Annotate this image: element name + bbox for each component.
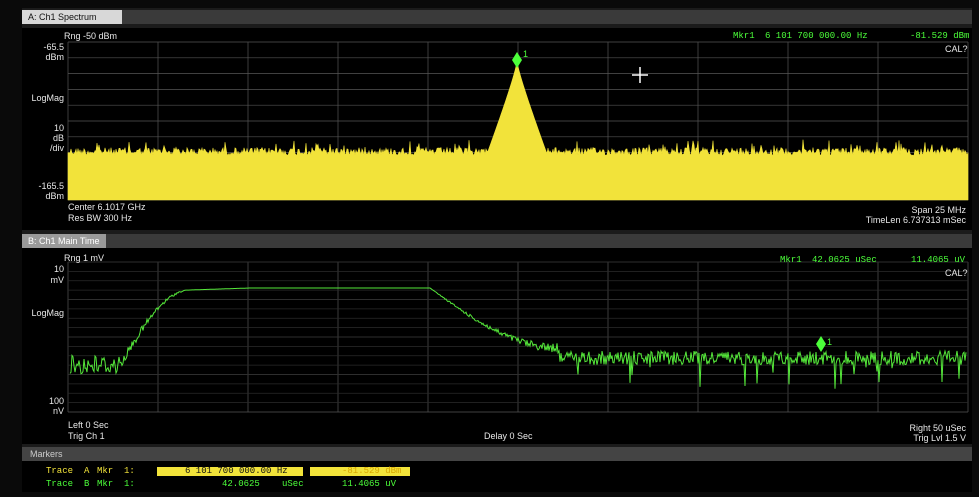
y-bottom: -165.5 xyxy=(22,181,64,191)
center: Center 6.1017 GHz xyxy=(68,202,146,212)
marker-y: -81.529 dBm xyxy=(910,31,969,41)
cell: B xyxy=(84,479,89,490)
y-mode: LogMag xyxy=(22,93,64,103)
cell: Trace xyxy=(46,479,73,490)
pane-a-tab[interactable]: A: Ch1 Spectrum xyxy=(22,10,122,24)
marker-number: 1 xyxy=(523,49,528,59)
cell: 42.0625 xyxy=(222,479,260,490)
tab-title: B: Ch1 Main Time xyxy=(28,236,100,246)
markers-header xyxy=(22,447,972,461)
marker-x: 42.0625 uSec xyxy=(812,255,877,265)
pane-b-tab[interactable]: B: Ch1 Main Time xyxy=(22,234,106,248)
marker-x: 6 101 700 000.00 Hz xyxy=(765,31,868,41)
range: Rng -50 dBm xyxy=(64,31,117,41)
y-top-unit: mV xyxy=(22,275,64,285)
marker-number: 1 xyxy=(827,337,832,347)
y-bottom: 100 xyxy=(22,396,64,406)
cell: A xyxy=(84,466,89,477)
right: Right 50 uSec xyxy=(800,423,966,433)
cell: 6 101 700 000.00 Hz xyxy=(185,466,288,477)
markers-title: Markers xyxy=(30,449,63,459)
cal: CAL? xyxy=(945,268,968,278)
tab-title: A: Ch1 Spectrum xyxy=(28,12,97,22)
delay: Delay 0 Sec xyxy=(484,431,533,441)
y-top-unit: dBm xyxy=(22,52,64,62)
cal: CAL? xyxy=(945,44,968,54)
y-bottom-unit: nV xyxy=(22,406,64,416)
pane-b-header xyxy=(22,234,972,248)
cell: Mkr xyxy=(97,479,113,490)
span: Span 25 MHz xyxy=(800,205,966,215)
analyzer-screen: A: Ch1 Spectrum B: Ch1 Main Time Markers… xyxy=(0,0,979,497)
marker-y: 11.4065 uV xyxy=(911,255,965,265)
marker-label: Mkr1 xyxy=(733,31,755,41)
cell: 1: xyxy=(124,466,135,477)
trigger: Trig Ch 1 xyxy=(68,431,105,441)
left: Left 0 Sec xyxy=(68,420,109,430)
marker-label: Mkr1 xyxy=(780,255,802,265)
y-bottom-unit: dBm xyxy=(22,191,64,201)
res-bw: Res BW 300 Hz xyxy=(68,213,132,223)
cell: 1: xyxy=(124,479,135,490)
y-scale-unit: dB xyxy=(22,133,64,143)
cell: 11.4065 uV xyxy=(342,479,396,490)
trig-level: Trig Lvl 1.5 V xyxy=(800,433,966,443)
pane-a-header xyxy=(22,10,972,24)
range: Rng 1 mV xyxy=(64,253,104,263)
cell: Mkr xyxy=(97,466,113,477)
y-scale: 10 xyxy=(22,123,64,133)
y-mode: LogMag xyxy=(22,308,64,318)
cell: -81.529 dBm xyxy=(342,466,401,477)
cell: Trace xyxy=(46,466,73,477)
y-scale-div: /div xyxy=(22,143,64,153)
cell: uSec xyxy=(282,479,304,490)
time-len: TimeLen 6.737313 mSec xyxy=(800,215,966,225)
y-top: 10 xyxy=(22,264,64,274)
y-top: -65.5 xyxy=(22,42,64,52)
